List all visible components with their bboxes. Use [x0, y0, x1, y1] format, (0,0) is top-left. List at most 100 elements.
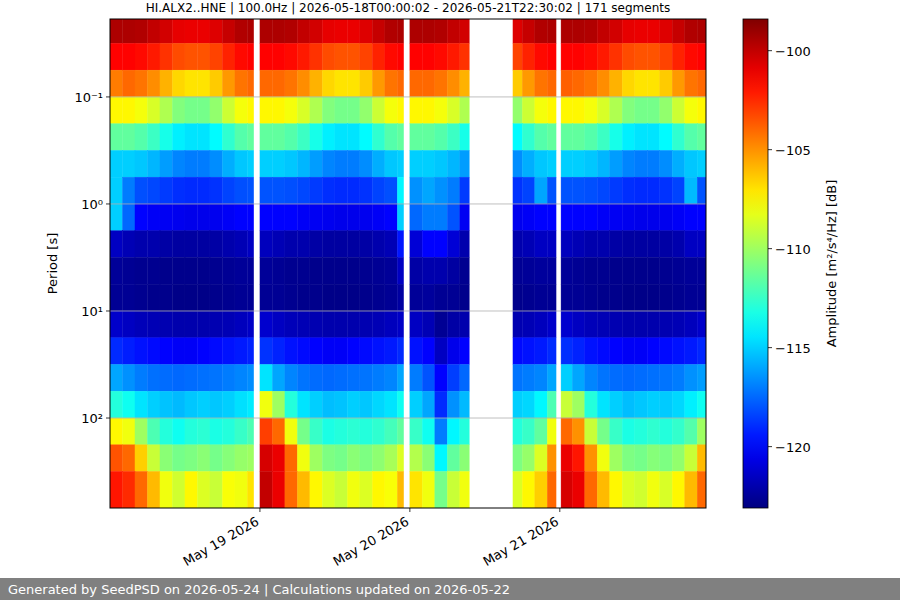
cell: [347, 70, 359, 97]
cell: [460, 418, 469, 445]
cell: [310, 364, 322, 391]
cell: [585, 204, 597, 231]
cell: [397, 257, 403, 284]
cell: [160, 391, 172, 418]
cell: [135, 177, 147, 204]
cell: [561, 284, 572, 311]
cell: [297, 311, 309, 338]
x-tick: [259, 508, 260, 512]
cell: [210, 284, 222, 311]
cell: [347, 391, 359, 418]
cell: [272, 231, 284, 258]
cell: [222, 284, 234, 311]
grid-line: [110, 418, 706, 419]
cell: [122, 150, 134, 177]
cell: [385, 284, 397, 311]
cell: [597, 150, 609, 177]
cell: [235, 150, 247, 177]
cell: [547, 257, 556, 284]
cell: [285, 418, 297, 445]
cell: [535, 284, 547, 311]
cell: [185, 19, 197, 43]
cell: [585, 338, 597, 365]
cell: [372, 338, 384, 365]
cell: [513, 97, 522, 124]
cell: [447, 97, 459, 124]
cell: [660, 70, 672, 97]
cell: [447, 364, 459, 391]
cell: [610, 150, 622, 177]
cell: [185, 391, 197, 418]
cell: [697, 391, 706, 418]
cell: [147, 418, 159, 445]
cell: [122, 445, 134, 472]
cell: [460, 257, 469, 284]
cell: [310, 338, 322, 365]
cell: [647, 204, 659, 231]
cell: [122, 284, 134, 311]
colorbar-tick-label: −115: [775, 341, 811, 356]
cell: [697, 418, 706, 445]
cell: [235, 231, 247, 258]
footer-bar: [0, 578, 900, 600]
cell: [435, 43, 447, 70]
cell: [597, 284, 609, 311]
cell: [685, 471, 697, 508]
cell: [422, 391, 434, 418]
cell: [235, 471, 247, 508]
cell: [335, 70, 347, 97]
cell: [172, 364, 184, 391]
cell: [185, 445, 197, 472]
cell: [697, 150, 706, 177]
cell: [672, 19, 684, 43]
cell: [222, 418, 234, 445]
cell: [635, 70, 647, 97]
cell: [585, 471, 597, 508]
cell: [522, 257, 534, 284]
cell: [385, 43, 397, 70]
cell: [435, 70, 447, 97]
colorbar: [743, 19, 768, 508]
cell: [660, 124, 672, 151]
cell: [285, 124, 297, 151]
cell: [335, 43, 347, 70]
cell: [385, 338, 397, 365]
cell: [397, 471, 403, 508]
cell: [185, 311, 197, 338]
cell: [210, 43, 222, 70]
cell: [272, 177, 284, 204]
cell: [460, 19, 469, 43]
cell: [210, 70, 222, 97]
cell: [547, 43, 556, 70]
cell: [247, 391, 253, 418]
cell: [597, 364, 609, 391]
cell: [597, 311, 609, 338]
cell: [247, 177, 253, 204]
cell: [697, 204, 706, 231]
cell: [360, 70, 372, 97]
cell: [247, 70, 253, 97]
cell: [360, 338, 372, 365]
cell: [110, 257, 122, 284]
cell: [547, 364, 556, 391]
cell: [397, 391, 403, 418]
cell: [160, 284, 172, 311]
cell: [285, 150, 297, 177]
cell: [513, 177, 522, 204]
cell: [397, 177, 403, 204]
cell: [622, 445, 634, 472]
cell: [347, 311, 359, 338]
cell: [610, 177, 622, 204]
cell: [522, 43, 534, 70]
cell: [310, 231, 322, 258]
cell: [335, 284, 347, 311]
cell: [572, 150, 584, 177]
cell: [585, 150, 597, 177]
cell: [147, 97, 159, 124]
cell: [147, 43, 159, 70]
cell: [160, 364, 172, 391]
cell: [285, 177, 297, 204]
cell: [235, 391, 247, 418]
cell: [447, 150, 459, 177]
cell: [222, 391, 234, 418]
